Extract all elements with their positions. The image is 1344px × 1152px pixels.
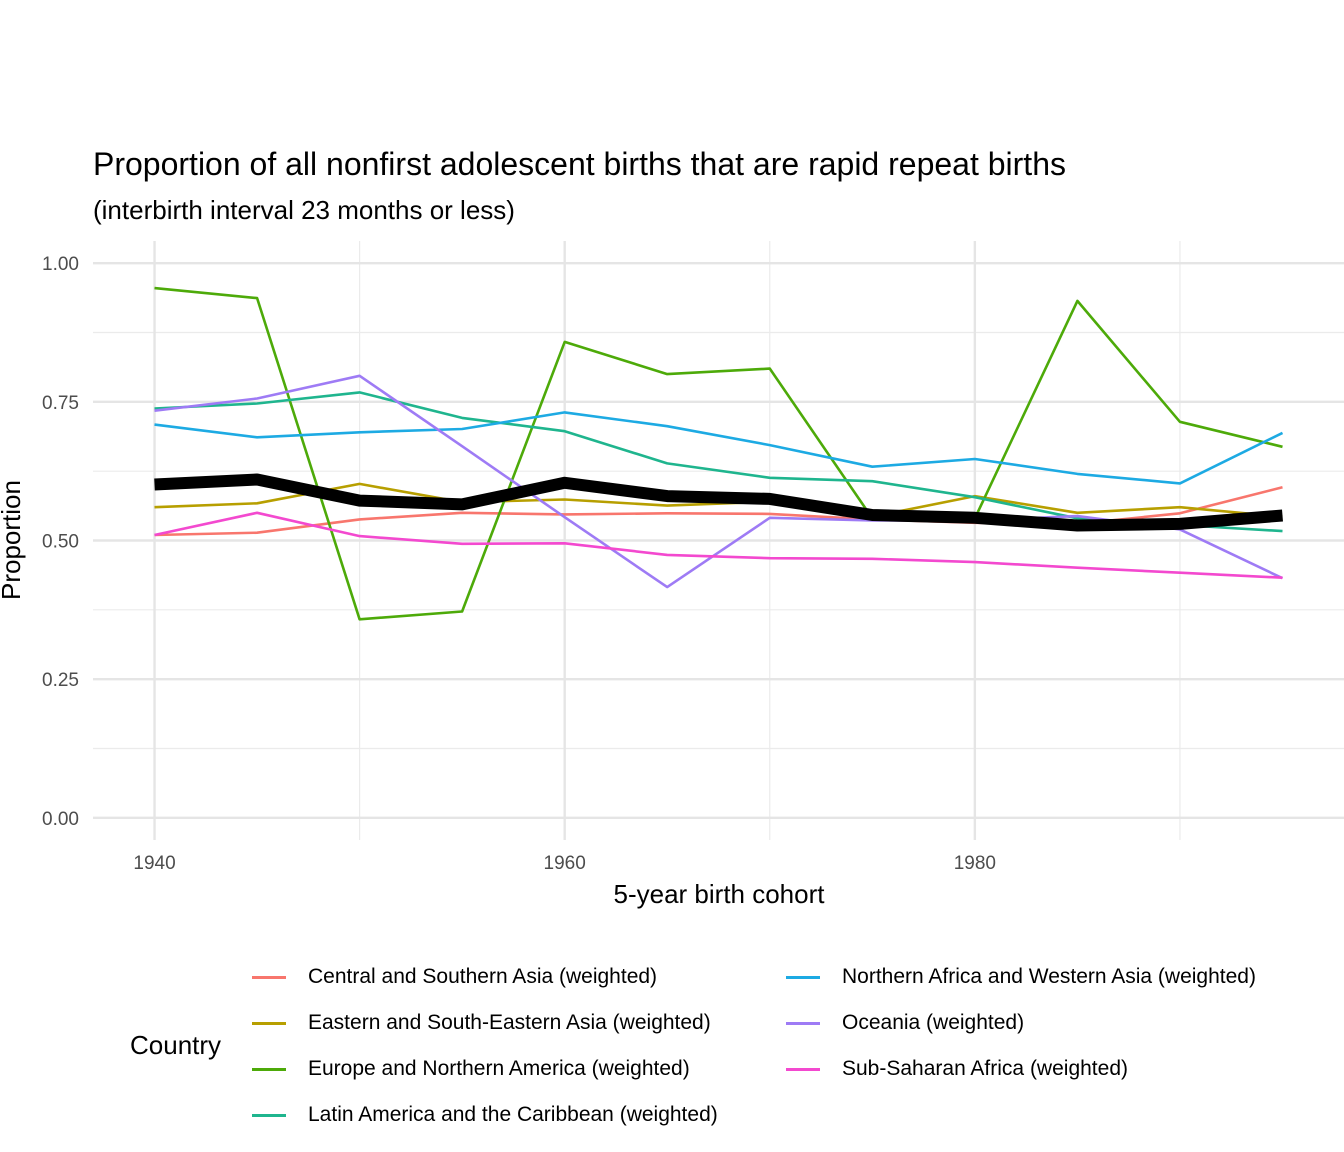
legend-key — [786, 1068, 820, 1071]
series-line-eastern-and-south-eastern-asia — [154, 482, 1283, 519]
x-axis-tick-labels: 1940 1960 1980 — [133, 853, 996, 874]
series-line-northern-africa-and-western-asia — [154, 411, 1284, 485]
x-tick-label: 1980 — [954, 853, 996, 874]
legend-key — [786, 976, 820, 979]
major-gridlines — [93, 241, 1344, 840]
series-line-europe-and-northern-america — [154, 286, 1283, 621]
y-axis-tick-labels: 0.00 0.25 0.50 0.75 1.00 — [42, 254, 79, 830]
chart-subtitle: (interbirth interval 23 months or less) — [93, 195, 515, 225]
legend-key — [786, 1022, 820, 1025]
legend-label: Northern Africa and Western Asia (weight… — [842, 965, 1256, 988]
legend-label: Sub-Saharan Africa (weighted) — [842, 1057, 1128, 1080]
x-tick-label: 1960 — [544, 853, 586, 874]
legend-label: Central and Southern Asia (weighted) — [308, 965, 658, 988]
legend-key — [252, 976, 286, 979]
chart-title: Proportion of all nonfirst adolescent bi… — [93, 146, 1066, 182]
y-tick-label: 0.75 — [42, 393, 79, 414]
series-line-overall — [154, 473, 1283, 532]
series-line-sub-saharan-africa — [154, 511, 1283, 579]
x-axis-label: 5-year birth cohort — [614, 879, 826, 909]
y-axis-label: Proportion — [0, 480, 26, 600]
series-lines — [154, 286, 1284, 621]
legend-key — [252, 1022, 286, 1025]
legend-label: Oceania (weighted) — [842, 1011, 1025, 1034]
y-tick-label: 1.00 — [42, 254, 79, 275]
legend-key — [252, 1068, 286, 1071]
legend-key — [252, 1114, 286, 1117]
y-tick-label: 0.00 — [42, 809, 79, 830]
y-tick-label: 0.50 — [42, 532, 79, 553]
series-line-oceania — [154, 374, 1284, 589]
y-tick-label: 0.25 — [42, 670, 79, 691]
legend-label: Latin America and the Caribbean (weighte… — [308, 1103, 718, 1126]
x-tick-label: 1940 — [133, 853, 175, 874]
legend-title: Country — [130, 1030, 222, 1060]
legend-label: Europe and Northern America (weighted) — [308, 1057, 690, 1080]
legend-label: Eastern and South-Eastern Asia (weighted… — [308, 1011, 711, 1034]
